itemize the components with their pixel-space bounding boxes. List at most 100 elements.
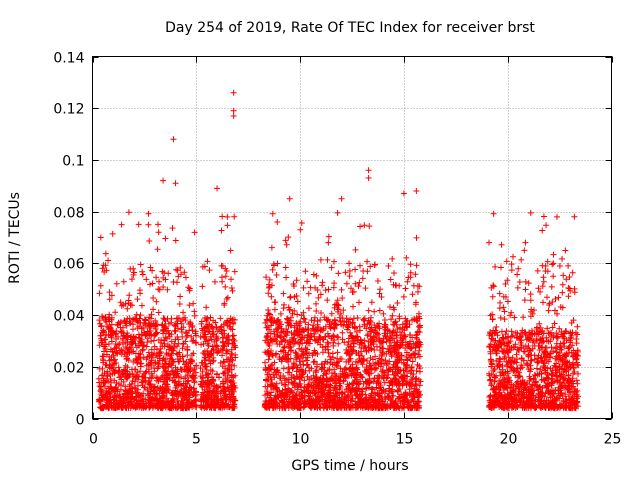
data-point	[170, 358, 177, 365]
data-point	[374, 277, 381, 284]
data-point	[115, 394, 122, 401]
data-point	[113, 344, 120, 351]
data-point	[286, 307, 293, 314]
data-point	[120, 278, 127, 285]
data-point	[163, 388, 170, 395]
data-point	[533, 365, 540, 372]
data-point	[229, 351, 236, 358]
data-point	[294, 298, 301, 305]
data-point	[150, 295, 157, 302]
data-point	[525, 280, 532, 287]
data-point	[150, 337, 157, 344]
data-point	[282, 264, 289, 271]
data-point	[180, 309, 187, 316]
data-point	[99, 405, 106, 412]
data-point	[364, 258, 371, 265]
data-point	[508, 267, 515, 274]
data-point	[164, 381, 171, 388]
data-point	[548, 344, 555, 351]
data-point	[310, 359, 317, 366]
data-point	[325, 239, 332, 246]
data-point	[160, 393, 167, 400]
data-point	[134, 369, 141, 376]
data-point	[225, 319, 232, 326]
data-point	[338, 195, 345, 202]
data-point	[157, 339, 164, 346]
data-point	[355, 299, 362, 306]
data-point	[204, 258, 211, 265]
data-point	[104, 390, 111, 397]
data-point	[324, 367, 331, 374]
data-point	[218, 227, 225, 234]
data-point	[148, 338, 155, 345]
data-point	[154, 246, 161, 253]
data-point	[220, 370, 227, 377]
data-point	[220, 358, 227, 365]
data-point	[360, 316, 367, 323]
data-point	[301, 316, 308, 323]
data-point	[287, 294, 294, 301]
data-point	[220, 342, 227, 349]
data-point	[496, 290, 503, 297]
data-point	[122, 383, 129, 390]
data-point	[389, 312, 396, 319]
data-point	[416, 382, 423, 389]
data-point	[184, 347, 191, 354]
data-point	[169, 225, 176, 232]
data-point	[199, 263, 206, 270]
data-point	[170, 136, 177, 143]
data-point	[134, 389, 141, 396]
data-point	[198, 398, 205, 405]
data-point	[112, 309, 119, 316]
data-point	[110, 352, 117, 359]
data-point	[228, 366, 235, 373]
data-point	[144, 354, 151, 361]
data-point	[213, 323, 220, 330]
data-point	[139, 379, 146, 386]
data-point	[278, 379, 285, 386]
data-point	[155, 309, 162, 316]
y-tick-label: 0.04	[53, 309, 84, 325]
data-point	[155, 229, 162, 236]
data-point	[228, 361, 235, 368]
data-point	[121, 350, 128, 357]
data-point	[217, 399, 224, 406]
data-point	[274, 218, 281, 225]
data-point	[510, 253, 517, 260]
data-point	[159, 357, 166, 364]
data-point	[114, 402, 121, 409]
data-point	[360, 268, 367, 275]
data-point	[222, 391, 229, 398]
data-point	[409, 358, 416, 365]
chart-title: Day 254 of 2019, Rate Of TEC Index for r…	[165, 20, 535, 36]
data-point	[137, 338, 144, 345]
data-point	[172, 237, 179, 244]
data-point	[387, 276, 394, 283]
data-point	[300, 284, 307, 291]
data-point	[97, 234, 104, 241]
data-point	[107, 391, 114, 398]
data-point	[111, 356, 118, 363]
data-point	[171, 396, 178, 403]
data-point	[522, 278, 529, 285]
data-point	[211, 338, 218, 345]
data-point	[174, 351, 181, 358]
data-point	[540, 278, 547, 285]
data-point	[560, 272, 567, 279]
data-point	[202, 363, 209, 370]
data-point	[98, 339, 105, 346]
data-point	[103, 267, 110, 274]
data-point	[182, 387, 189, 394]
data-point	[231, 362, 238, 369]
data-point	[97, 388, 104, 395]
data-point	[271, 306, 278, 313]
data-point	[99, 372, 106, 379]
x-tick-label: 0	[89, 432, 98, 448]
data-point	[224, 340, 231, 347]
data-point	[569, 269, 576, 276]
data-point	[129, 370, 136, 377]
data-point	[221, 330, 228, 337]
data-point	[133, 311, 140, 318]
data-point	[555, 294, 562, 301]
data-point	[219, 213, 226, 220]
